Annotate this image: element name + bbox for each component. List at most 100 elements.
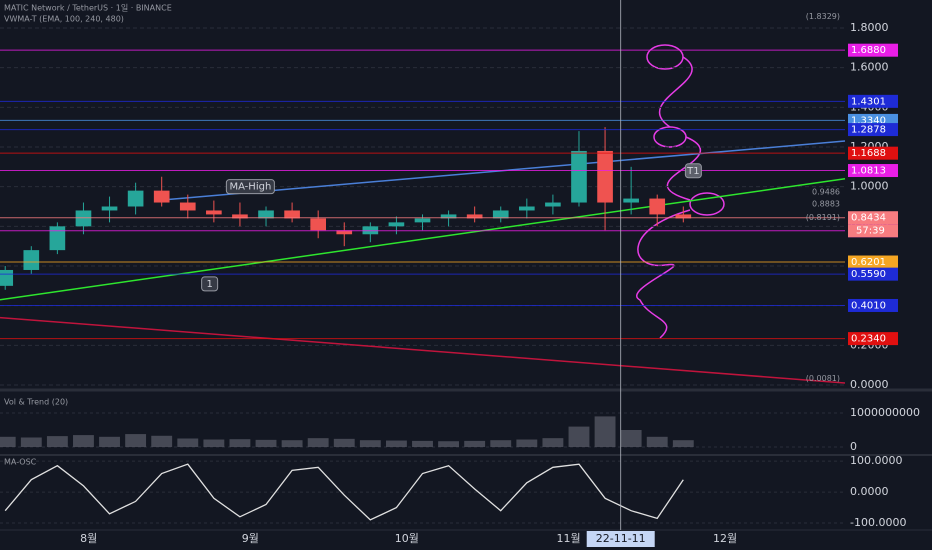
volume-bar <box>490 440 512 447</box>
candle-body <box>258 210 274 219</box>
pane-title: Vol & Trend (20) <box>4 398 68 407</box>
candle-body <box>75 210 92 227</box>
volume-bar <box>516 439 538 447</box>
volume-bar <box>99 436 120 447</box>
candle-body <box>466 214 483 219</box>
candle-body <box>675 214 692 219</box>
price-badge <box>848 43 898 57</box>
volume-bar <box>0 436 16 447</box>
candle-body <box>284 210 300 219</box>
price-badge-label: 1.2878 <box>851 125 886 136</box>
circle-drawing <box>689 192 725 216</box>
price-badge-label: 1.6880 <box>851 45 886 56</box>
pane-title: MA-OSC <box>4 458 37 467</box>
y-tick-label: -100.0000 <box>850 516 906 529</box>
price-badge <box>848 332 898 346</box>
volume-bar <box>281 440 303 447</box>
y-tick-label: 1.0000 <box>850 180 889 193</box>
candle-body <box>649 198 666 215</box>
y-tick-label: 0 <box>850 440 857 453</box>
candle-body <box>336 230 353 235</box>
candle-body <box>388 222 405 227</box>
candle-body <box>440 214 457 219</box>
volume-bar <box>464 440 486 447</box>
candle-body <box>153 190 170 203</box>
trend-line <box>0 316 846 384</box>
drawings <box>636 44 725 339</box>
volume-bar <box>438 441 460 447</box>
price-badge-label: 0.2340 <box>851 334 886 345</box>
price-badge <box>848 146 898 160</box>
volume-bar <box>20 437 42 447</box>
volume-bar <box>542 438 564 447</box>
candle-body <box>571 150 587 203</box>
y-tick-label: 1000000000 <box>850 406 920 419</box>
volume-bar <box>177 438 199 447</box>
volume-bar <box>672 440 694 447</box>
annotation: 1 <box>206 279 212 290</box>
price-badge-label: 1.3340 <box>851 115 886 126</box>
x-tick-label: 8월 <box>80 532 97 545</box>
price-badge-label: 0.4010 <box>851 300 886 311</box>
y-tick-label: 1.8000 <box>850 21 889 34</box>
candle-body <box>101 206 118 211</box>
candle-body <box>623 198 639 203</box>
annotation-box <box>684 163 702 179</box>
volume-bar <box>46 436 68 447</box>
price-badge-label: 1.0813 <box>851 166 886 177</box>
candle-body <box>206 210 222 215</box>
x-tick-label: 12월 <box>713 532 737 545</box>
candle-body <box>49 226 66 251</box>
volume-bar <box>151 435 173 447</box>
level-value-label: (1.8329) <box>806 12 840 21</box>
level-value-label: (0.0081) <box>806 374 840 383</box>
crosshair-label: 22-11-11 <box>596 532 646 545</box>
price-badge-label: 1.1688 <box>851 148 886 159</box>
annotation: MA-High <box>229 182 271 193</box>
symbol-title: MATIC Network / TetherUS · 1일 · BINANCE <box>4 4 172 13</box>
volume-bar <box>73 435 94 447</box>
y-tick-label: 1.6000 <box>850 61 889 74</box>
candle-body <box>232 214 248 219</box>
price-badge <box>848 211 898 225</box>
volume-bar <box>646 436 668 447</box>
level-value-label: (0.8191) <box>806 213 840 222</box>
volume-bar <box>229 439 251 447</box>
annotation-box <box>225 179 275 195</box>
countdown-badge <box>848 224 898 238</box>
trend-line <box>0 177 846 301</box>
oscillator-line <box>4 463 684 521</box>
candle-body <box>545 202 561 207</box>
price-badge-label: 0.6201 <box>851 257 886 268</box>
price-badge-label: 1.4301 <box>851 96 886 107</box>
candle-body <box>23 250 40 270</box>
price-badge <box>848 94 898 108</box>
candle-body <box>414 218 431 223</box>
candle-body <box>127 190 144 207</box>
y-tick-label: 0.0000 <box>850 378 889 391</box>
price-badge <box>848 255 898 269</box>
volume-bar <box>203 439 225 447</box>
indicator-title: VWMA-T (EMA, 100, 240, 480) <box>4 15 124 24</box>
annotation-box <box>201 276 219 292</box>
volume-bar <box>255 439 277 447</box>
squiggle-drawing <box>636 56 702 339</box>
candle-body <box>518 206 535 211</box>
volume-bar <box>359 440 381 447</box>
candle-body <box>310 218 327 231</box>
volume-bar <box>333 438 355 447</box>
volume-bar <box>125 434 147 447</box>
countdown: 57:39 <box>856 226 885 237</box>
crosshair-badge <box>586 531 655 547</box>
price-badge <box>848 267 898 281</box>
annotation: T1 <box>686 166 699 177</box>
level-value-label: 0.8883 <box>812 199 840 208</box>
candle-body <box>597 150 613 203</box>
candle-body <box>492 210 509 219</box>
volume-bar <box>594 416 616 447</box>
volume-bar <box>412 440 433 447</box>
x-tick-label: 10월 <box>395 532 419 545</box>
x-tick-label: 9월 <box>242 532 259 545</box>
price-badge-label: 0.8434 <box>851 213 886 224</box>
